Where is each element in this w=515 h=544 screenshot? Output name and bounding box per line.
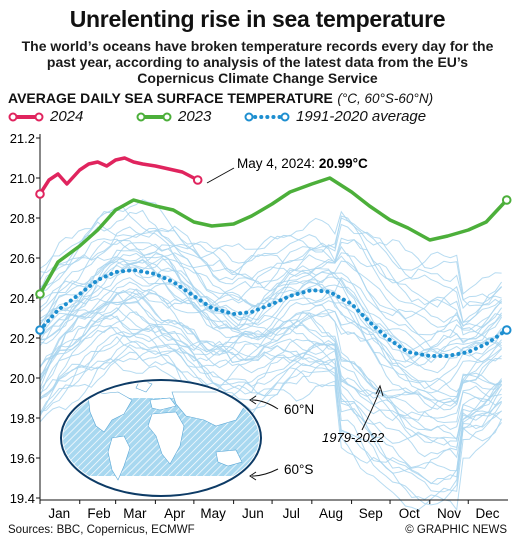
history-line	[39, 275, 503, 390]
latest-annotation-label: May 4, 2024:	[237, 156, 315, 171]
history-line	[39, 209, 502, 301]
y-tick-label: 20.4	[10, 291, 35, 306]
legend-label-2023: 2023	[178, 108, 212, 125]
annotations: May 4, 2024: 20.99°C 1979-2022 60°N 60°S	[206, 156, 385, 481]
legend-item-2023: 2023	[136, 108, 211, 125]
history-annotation: 1979-2022	[322, 430, 385, 445]
legend-item-2024: 2024	[8, 108, 83, 125]
legend-label-2024: 2024	[50, 108, 84, 125]
map-label-north: 60°N	[284, 402, 314, 417]
x-tick-label: Oct	[399, 506, 420, 521]
map-arrow-north	[251, 399, 279, 410]
x-tick-label: Aug	[319, 506, 343, 521]
legend-swatch-average	[244, 111, 290, 123]
history-arrow-head	[375, 384, 384, 397]
x-tick-label: Jun	[242, 506, 264, 521]
history-line	[39, 258, 502, 364]
latest-annotation: May 4, 2024: 20.99°C	[237, 156, 368, 171]
history-annotation-arrow	[361, 389, 381, 431]
history-line	[39, 333, 502, 474]
series-2023-end-point	[501, 195, 512, 205]
history-line	[39, 281, 502, 394]
history-line	[39, 217, 502, 309]
history-line	[39, 267, 502, 374]
history-line	[39, 315, 503, 444]
credit-text: © GRAPHIC NEWS	[405, 524, 507, 536]
y-axis-label-unit: (°C, 60°S-60°N)	[337, 91, 434, 106]
sources-text: Sources: BBC, Copernicus, ECMWF	[8, 524, 195, 536]
series-2024-line	[38, 156, 199, 195]
history-line	[39, 239, 502, 328]
x-tick-label: Sep	[359, 506, 383, 521]
y-tick-label: 21.0	[10, 171, 35, 186]
chart-subtitle: The world’s oceans have broken temperatu…	[21, 38, 494, 86]
history-line	[39, 231, 502, 324]
x-tick-label: Jan	[48, 506, 70, 521]
x-tick-label: Jul	[283, 506, 300, 521]
series-average-start-point	[35, 325, 45, 335]
chart-title: Unrelenting rise in sea temperature	[69, 6, 446, 32]
map-arrow-south-head	[249, 471, 257, 481]
legend-item-average: 1991-2020 average	[244, 108, 426, 125]
history-lines	[39, 199, 503, 511]
y-tick-label: 20.2	[10, 331, 35, 346]
history-line	[39, 307, 503, 431]
y-axis-label-main: AVERAGE DAILY SEA SURFACE TEMPERATURE	[8, 90, 333, 106]
legend-swatch-2024	[8, 111, 44, 123]
series-lines	[35, 156, 512, 358]
x-tick-label: Dec	[475, 506, 499, 521]
history-line	[39, 251, 502, 351]
y-axis-label: AVERAGE DAILY SEA SURFACE TEMPERATURE (°…	[8, 90, 433, 108]
axes: 21.2 21.0 20.8 20.6 20.4 20.2 20.0 19.8 19.6 19.4…	[10, 131, 508, 521]
history-line	[39, 289, 503, 410]
legend-swatch-2023	[136, 111, 172, 123]
x-tick-label: May	[200, 506, 226, 521]
history-line	[39, 244, 502, 336]
map-continents	[87, 382, 247, 481]
x-tick-label: Apr	[164, 506, 186, 521]
series-2023-line	[38, 176, 508, 295]
y-tick-label: 21.2	[10, 131, 35, 146]
history-line	[39, 284, 502, 393]
world-map-inset	[60, 379, 262, 497]
map-label-south: 60°S	[284, 462, 313, 477]
history-line	[39, 238, 502, 336]
history-line	[39, 324, 502, 449]
history-line	[39, 221, 503, 324]
history-line	[39, 293, 502, 421]
y-tick-label: 19.6	[10, 451, 35, 466]
x-tick-label: Mar	[123, 506, 147, 521]
y-tick-label: 20.0	[10, 371, 35, 386]
map-arrow-south	[251, 468, 279, 477]
history-line	[39, 314, 503, 441]
map-arrow-north-head	[249, 395, 257, 405]
history-line	[39, 311, 502, 446]
history-line	[39, 293, 502, 411]
history-line	[39, 340, 502, 485]
history-line	[39, 350, 502, 511]
history-line	[39, 344, 503, 493]
x-tick-label: Feb	[87, 506, 110, 521]
latest-annotation-value: 20.99°C	[319, 156, 368, 171]
y-tick-label: 20.8	[10, 211, 35, 226]
latest-annotation-leader	[206, 167, 235, 184]
x-tick-label: Nov	[437, 506, 461, 521]
legend-label-average: 1991-2020 average	[296, 108, 427, 125]
y-tick-label: 19.8	[10, 411, 35, 426]
series-2023-start-point	[35, 289, 45, 299]
history-line	[39, 252, 503, 349]
history-line	[39, 327, 503, 459]
series-average-line	[38, 268, 509, 358]
y-tick-label: 19.4	[10, 491, 35, 506]
y-tick-label: 20.6	[10, 251, 35, 266]
history-line	[39, 349, 502, 506]
series-2024-start-point	[35, 189, 45, 199]
series-average-end-point	[501, 325, 512, 335]
series-2024-end-point	[192, 175, 203, 185]
